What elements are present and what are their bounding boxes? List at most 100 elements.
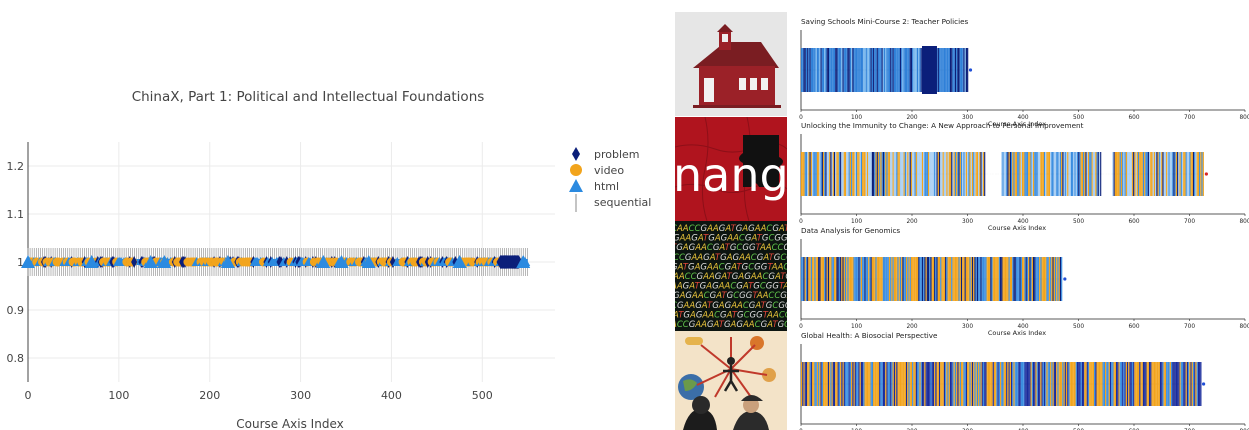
legend-item-problem[interactable]: problem (572, 147, 640, 161)
course-segment (801, 362, 803, 406)
course-segment (854, 48, 856, 92)
course-segment (968, 257, 970, 301)
course-segment (893, 152, 895, 196)
course-segment (973, 152, 975, 196)
course-segment (915, 257, 917, 301)
course-mini-charts: Saving Schools Mini-Course 2: Teacher Po… (799, 17, 1249, 430)
course-segment (964, 152, 966, 196)
course-segment (967, 48, 969, 92)
mini-x-label: Course Axis Index (988, 329, 1046, 337)
course-segment (1040, 362, 1042, 406)
course-segment (863, 152, 865, 196)
course-segment (876, 152, 878, 196)
legend-item-sequential[interactable]: sequential (575, 194, 651, 212)
course-segment (1162, 152, 1164, 196)
mini-x-tick-label: 700 (1184, 115, 1195, 121)
course-segment (1107, 152, 1109, 196)
course-segment (1003, 362, 1005, 406)
legend-swatch (569, 179, 583, 192)
course-segment (943, 362, 946, 406)
course-segment (1061, 362, 1063, 406)
y-tick-label: 0.8 (7, 352, 25, 365)
course-segment (948, 362, 950, 406)
course-segment (855, 362, 858, 406)
course-segment (1062, 152, 1064, 196)
mini-x-tick-label: 500 (1073, 324, 1084, 330)
course-segment (826, 362, 828, 406)
course-segment (909, 152, 911, 196)
course-segment (821, 152, 823, 196)
course-segment (849, 362, 852, 406)
course-segment (1175, 152, 1178, 196)
course-segment (852, 257, 854, 301)
course-segment (947, 48, 949, 92)
course-segment (857, 48, 859, 92)
course-segment (892, 48, 894, 92)
course-segment (1014, 152, 1016, 196)
course-segment (991, 152, 993, 196)
main-chart-legend[interactable]: problem video html sequential (569, 147, 651, 212)
legend-item-video[interactable]: video (570, 164, 624, 177)
course-segment (853, 152, 855, 196)
course-segment (1131, 362, 1134, 406)
course-segment (945, 48, 947, 92)
course-segment (937, 257, 939, 301)
course-segment (869, 48, 871, 92)
dna-row: TGAGAACGATGCGGTAACCGAA (675, 243, 787, 253)
course-segment (864, 257, 866, 301)
course-segment (896, 48, 898, 92)
course-segment (975, 152, 977, 196)
course-segment (844, 152, 847, 196)
course-segment (1147, 362, 1149, 406)
course-segment (893, 257, 895, 301)
course-segment (864, 362, 866, 406)
course-segment (978, 152, 980, 196)
course-segment (898, 257, 900, 301)
course-segment (1087, 362, 1090, 406)
course-segment (1054, 257, 1057, 301)
x-tick-label: 200 (199, 389, 220, 402)
course-segment (992, 152, 994, 196)
course-segment (915, 362, 917, 406)
course-segment (1200, 362, 1202, 406)
course-segment (1136, 152, 1138, 196)
course-segment (829, 48, 831, 92)
mini-x-tick-label: 800 (1239, 115, 1249, 121)
mini-x-tick-label: 400 (1017, 324, 1028, 330)
course-segment (1020, 362, 1022, 406)
mini-x-tick-label: 600 (1128, 219, 1139, 225)
course-segment (830, 362, 832, 406)
course-segment (1128, 152, 1130, 196)
course-segment (1161, 152, 1163, 196)
course-segment (935, 152, 937, 196)
course-segment (840, 257, 842, 301)
course-segment (869, 362, 871, 406)
course-segment (1125, 152, 1127, 196)
legend-swatch (570, 164, 582, 176)
course-segment (846, 152, 848, 196)
course-segment (891, 257, 893, 301)
course-segment (1136, 362, 1138, 406)
course-segment (847, 362, 849, 406)
course-segment (954, 362, 957, 406)
mini-x-tick-label: 200 (906, 115, 917, 121)
course-segment (1090, 362, 1092, 406)
course-segment (1097, 152, 1099, 196)
legend-item-html[interactable]: html (569, 179, 619, 193)
course-segment (1051, 362, 1053, 406)
course-segment (1056, 152, 1058, 196)
course-segment (870, 152, 872, 196)
course-segment (892, 152, 894, 196)
course-segment (1094, 362, 1096, 406)
course-segment (853, 257, 855, 301)
course-segment (914, 257, 916, 301)
course-segment (832, 152, 834, 196)
course-segment (925, 257, 927, 301)
course-segment (1050, 257, 1052, 301)
course-thumbnails: nang CAACCGAAGATGAGAACGATGCGAAGATGAGAACG… (675, 0, 1249, 430)
course-segment (858, 362, 860, 406)
course-segment (1108, 152, 1110, 196)
course-segment (978, 257, 980, 301)
course-segment (1079, 362, 1081, 406)
course-segment (912, 362, 914, 406)
